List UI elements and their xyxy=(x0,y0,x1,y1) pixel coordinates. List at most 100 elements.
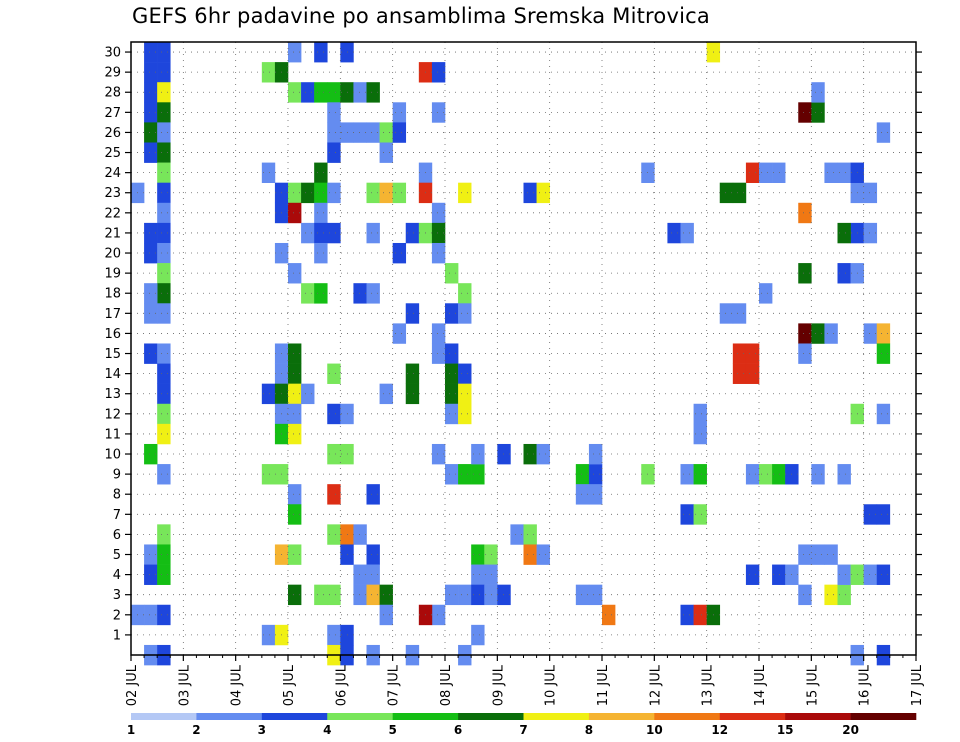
colorbar-label: 2 xyxy=(192,723,200,737)
heatmap-cell xyxy=(314,82,328,103)
heatmap-cell xyxy=(837,584,851,606)
heatmap-cell xyxy=(693,423,707,445)
heatmap-cell xyxy=(366,484,380,505)
heatmap-cell xyxy=(798,202,812,224)
heatmap-cell xyxy=(405,303,420,324)
heatmap-cell xyxy=(261,383,276,405)
heatmap-cell xyxy=(798,544,812,565)
x-tick-label: 16 JUL xyxy=(858,664,873,706)
colorbar-swatch xyxy=(261,713,328,720)
heatmap-cell xyxy=(458,363,472,384)
y-tick-label: 6 xyxy=(113,528,121,543)
heatmap-cell xyxy=(301,82,315,103)
heatmap-cell xyxy=(824,584,838,606)
colorbar-swatch xyxy=(654,713,721,720)
heatmap-cell xyxy=(261,624,276,646)
heatmap-cell xyxy=(876,564,891,585)
heatmap-cell xyxy=(157,283,171,304)
heatmap-cell xyxy=(405,383,420,405)
x-tick-label: 10 JUL xyxy=(544,664,559,706)
heatmap-cell xyxy=(288,383,302,405)
heatmap-cell xyxy=(392,182,407,204)
y-tick-label: 18 xyxy=(104,287,121,302)
colorbar-label: 20 xyxy=(842,723,859,737)
heatmap-cell xyxy=(431,443,446,465)
heatmap-cell xyxy=(510,524,524,545)
heatmap-cell xyxy=(157,242,171,264)
heatmap-cell xyxy=(327,524,341,545)
heatmap-cell xyxy=(288,82,302,103)
heatmap-cell xyxy=(261,62,276,83)
heatmap-cell xyxy=(445,383,459,405)
chart-title: GEFS 6hr padavine po ansamblima Sremska … xyxy=(132,4,710,28)
heatmap-cell xyxy=(497,584,511,606)
heatmap-cell xyxy=(392,323,407,344)
y-tick-label: 22 xyxy=(104,206,121,221)
heatmap-cell xyxy=(719,182,734,204)
heatmap-cell xyxy=(327,182,341,204)
heatmap-cell xyxy=(745,363,760,384)
heatmap-cell xyxy=(288,403,302,425)
heatmap-cell xyxy=(680,222,694,244)
heatmap-cell xyxy=(745,162,760,183)
heatmap-cell xyxy=(314,242,328,264)
heatmap-cell xyxy=(327,363,341,384)
heatmap-cell xyxy=(811,82,825,103)
heatmap-cell xyxy=(431,343,446,364)
heatmap-cell xyxy=(157,62,171,83)
heatmap-cell xyxy=(379,383,393,405)
heatmap-cell xyxy=(392,242,407,264)
heatmap-cell xyxy=(667,222,681,244)
y-tick-label: 30 xyxy=(104,46,121,61)
heatmap-cell xyxy=(602,604,616,626)
y-tick-label: 23 xyxy=(104,186,121,201)
heatmap-cell xyxy=(745,564,760,585)
heatmap-cell xyxy=(575,584,590,606)
heatmap-cell xyxy=(144,82,158,103)
heatmap-cell xyxy=(497,443,511,465)
heatmap-cell xyxy=(680,604,694,626)
y-tick-label: 4 xyxy=(113,568,121,583)
heatmap-cell xyxy=(876,403,891,425)
heatmap-cell xyxy=(523,443,537,465)
heatmap-cell xyxy=(693,403,707,425)
heatmap-cell xyxy=(314,42,328,63)
heatmap-cell xyxy=(863,504,878,525)
heatmap-cell xyxy=(301,283,315,304)
heatmap-cell xyxy=(745,343,760,364)
colorbar-swatch xyxy=(850,713,917,720)
heatmap-cell xyxy=(144,102,158,123)
colorbar-swatch xyxy=(523,713,590,720)
heatmap-cell xyxy=(876,122,891,143)
heatmap-cell xyxy=(327,484,341,505)
y-tick-label: 12 xyxy=(104,407,121,422)
heatmap-cell xyxy=(811,544,825,565)
colorbar-label: 5 xyxy=(388,723,396,737)
heatmap-cell xyxy=(144,303,158,324)
heatmap-cell xyxy=(431,242,446,264)
heatmap-cell xyxy=(471,564,485,585)
heatmap-cell xyxy=(772,464,786,485)
x-tick-label: 13 JUL xyxy=(701,664,716,706)
heatmap-cell xyxy=(379,584,393,606)
y-tick-label: 26 xyxy=(104,126,121,141)
heatmap-cell xyxy=(366,182,380,204)
heatmap-cell xyxy=(837,564,851,585)
heatmap-cell xyxy=(772,162,786,183)
colorbar-swatch xyxy=(785,713,851,720)
y-tick-label: 24 xyxy=(104,166,121,181)
y-tick-label: 2 xyxy=(113,608,121,623)
heatmap-cell xyxy=(536,443,550,465)
heatmap-cell xyxy=(471,443,485,465)
heatmap-cell xyxy=(471,464,485,485)
heatmap-cell xyxy=(732,343,747,364)
x-tick-label: 14 JUL xyxy=(753,664,768,706)
x-tick-label: 04 JUL xyxy=(230,664,245,706)
y-tick-label: 15 xyxy=(104,347,121,362)
colorbar-label: 10 xyxy=(646,723,663,737)
heatmap-cell xyxy=(157,182,171,204)
y-tick-label: 13 xyxy=(104,387,121,402)
heatmap-cell xyxy=(693,464,707,485)
heatmap-cell xyxy=(445,584,459,606)
heatmap-cell xyxy=(445,363,459,384)
